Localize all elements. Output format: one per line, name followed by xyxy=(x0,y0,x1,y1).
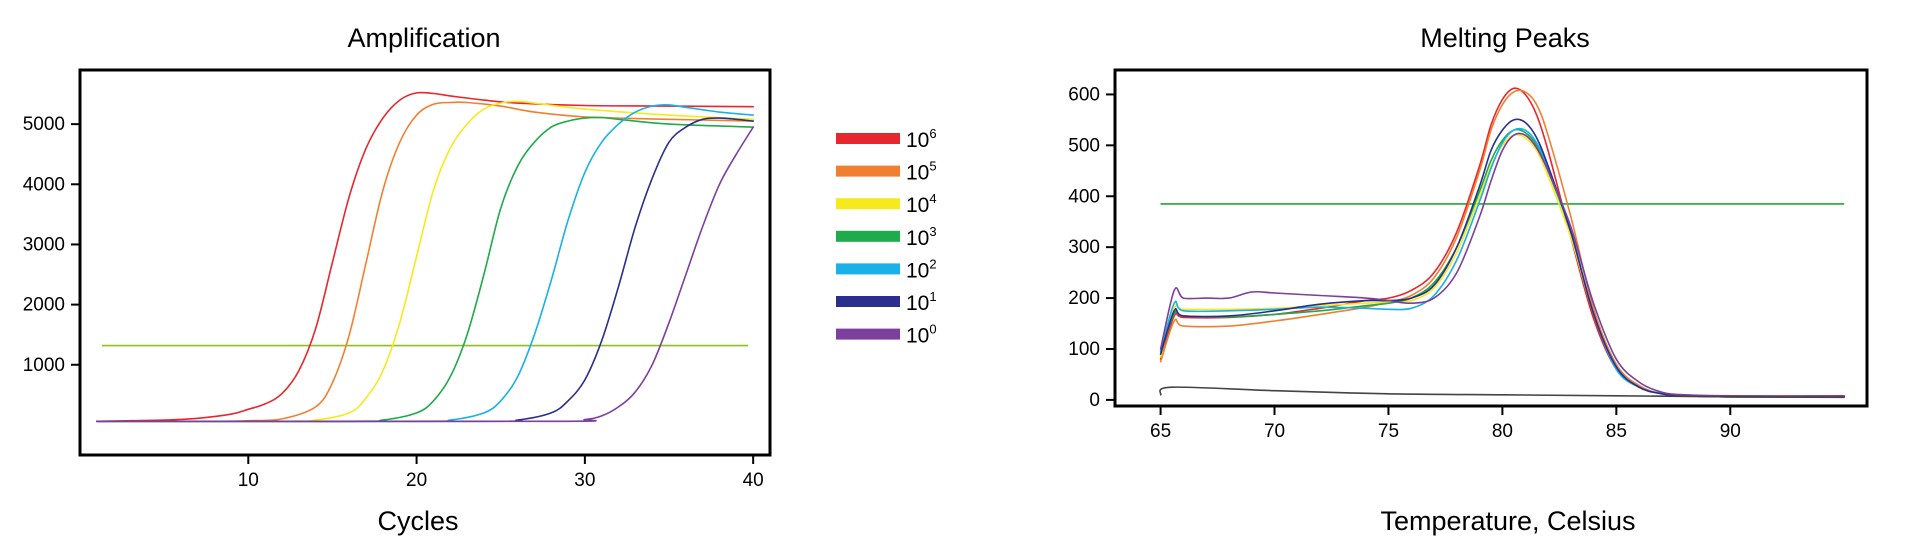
amplification-title: Amplification xyxy=(347,23,500,53)
amplification-series xyxy=(96,91,754,423)
legend-label-base: 10 xyxy=(906,259,929,282)
legend-label: 105 xyxy=(906,159,937,185)
legend-label-base: 10 xyxy=(906,194,929,217)
amplification-series-line-3 xyxy=(96,116,754,423)
legend-label-exponent: 5 xyxy=(929,159,936,174)
amplification-plot-frame xyxy=(78,68,772,457)
melting-peaks-x-tick-label: 65 xyxy=(1150,421,1171,442)
amplification-x-tick-label: 30 xyxy=(574,470,595,491)
melting-peaks-y-tick-label: 500 xyxy=(1068,135,1100,156)
melting-peaks-x-tick-label: 90 xyxy=(1720,421,1741,442)
melting-peaks-series-line-7 xyxy=(1159,386,1845,399)
legend-label: 104 xyxy=(906,191,937,217)
melting-peaks-chart: Melting Peaks 65 70 75 80 85 90 0 100 200 300 400 5… xyxy=(1068,23,1869,536)
legend-label-base: 10 xyxy=(906,162,929,185)
legend-label-exponent: 6 xyxy=(929,126,936,141)
amplification-x-tick-label: 40 xyxy=(743,470,764,491)
legend-swatch xyxy=(836,263,900,275)
melting-peaks-series-line-5 xyxy=(1159,118,1845,398)
melting-peaks-x-axis-label: Temperature, Celsius xyxy=(1380,506,1635,536)
melting-peaks-x-tick-label: 85 xyxy=(1606,421,1627,442)
melting-peaks-series xyxy=(1159,87,1845,399)
melting-peaks-y-tick-label: 600 xyxy=(1068,84,1100,105)
legend-swatch xyxy=(836,230,900,242)
amplification-y-tick-label: 4000 xyxy=(23,174,65,195)
amplification-y-tick-label: 3000 xyxy=(23,234,65,255)
legend-swatch xyxy=(836,328,900,340)
melting-peaks-ticks: 65 70 75 80 85 90 0 100 200 300 400 500 600 xyxy=(1068,84,1741,442)
amplification-y-tick-label: 1000 xyxy=(23,355,65,376)
amplification-x-tick-label: 10 xyxy=(238,470,259,491)
amplification-series-line-6 xyxy=(96,126,754,423)
legend-label-base: 10 xyxy=(906,325,929,348)
legend-label: 101 xyxy=(906,289,937,315)
melting-peaks-y-tick-label: 100 xyxy=(1068,339,1100,360)
amplification-series-line-1 xyxy=(96,101,754,423)
melting-peaks-y-tick-label: 0 xyxy=(1089,390,1100,411)
melting-peaks-x-tick-label: 75 xyxy=(1378,421,1399,442)
amplification-ticks: 10 20 30 40 1000 2000 3000 4000 5000 xyxy=(23,114,764,491)
legend-label-base: 10 xyxy=(906,129,929,152)
legend-swatch xyxy=(836,133,900,144)
amplification-y-tick-label: 2000 xyxy=(23,295,65,316)
legend-label: 102 xyxy=(906,256,937,282)
legend-label-exponent: 0 xyxy=(929,322,936,337)
amplification-y-tick-label: 5000 xyxy=(23,114,65,135)
melting-peaks-y-tick-label: 400 xyxy=(1068,186,1100,207)
legend-swatch xyxy=(836,296,900,307)
legend-label: 106 xyxy=(906,126,937,152)
legend-label-exponent: 1 xyxy=(929,289,936,304)
legend-label-base: 10 xyxy=(906,227,929,250)
amplification-x-axis-label: Cycles xyxy=(377,506,458,536)
legend-label-exponent: 3 xyxy=(929,224,936,239)
melting-peaks-x-tick-label: 80 xyxy=(1492,421,1513,442)
amplification-x-tick-label: 20 xyxy=(406,470,427,491)
legend-swatch xyxy=(836,165,900,177)
legend-label: 103 xyxy=(906,224,937,250)
legend-label: 100 xyxy=(906,322,937,348)
melting-peaks-plot-frame xyxy=(1113,68,1869,408)
amplification-chart: Amplification 10 20 30 40100020003000400050… xyxy=(23,23,937,536)
legend-label-exponent: 4 xyxy=(929,191,936,206)
melting-peaks-y-tick-label: 200 xyxy=(1068,288,1100,309)
melting-peaks-series-line-1 xyxy=(1159,89,1845,398)
legend-swatch xyxy=(836,198,900,210)
melting-peaks-series-line-6 xyxy=(1159,132,1845,397)
melting-peaks-x-tick-label: 70 xyxy=(1264,421,1285,442)
melting-peaks-title: Melting Peaks xyxy=(1420,23,1590,53)
melting-peaks-y-tick-label: 300 xyxy=(1068,237,1100,258)
amplification-series-line-2 xyxy=(96,100,754,423)
legend-label-exponent: 2 xyxy=(929,256,936,271)
legend-label-base: 10 xyxy=(906,292,929,315)
